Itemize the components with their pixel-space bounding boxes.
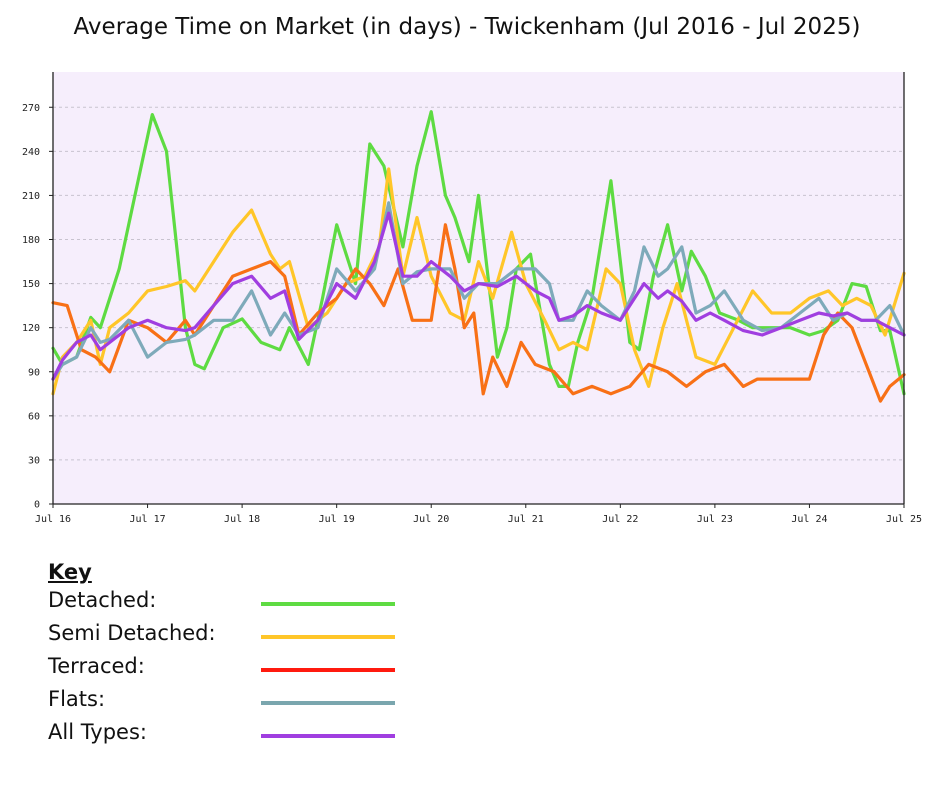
x-tick-label: Jul 18	[224, 514, 260, 525]
legend-swatch	[261, 668, 395, 672]
legend-item-semi-detached: Semi Detached:	[48, 621, 408, 654]
y-tick-label: 30	[28, 455, 40, 466]
x-tick-label: Jul 20	[413, 514, 449, 525]
y-tick-label: 120	[22, 323, 40, 334]
y-tick-labels: 0 30 60 90 120 150 180 210 240 270	[22, 103, 40, 511]
x-tick-label: Jul 23	[697, 514, 733, 525]
legend-swatch	[261, 602, 395, 606]
legend-item-detached: Detached:	[48, 588, 408, 621]
legend-item-all-types: All Types:	[48, 720, 408, 753]
legend-heading: Key	[48, 560, 92, 584]
legend-swatch	[261, 635, 395, 639]
x-tick-label: Jul 21	[508, 514, 544, 525]
x-tick-label: Jul 22	[602, 514, 638, 525]
axes	[52, 72, 905, 505]
legend-label: Detached:	[48, 588, 157, 612]
legend-item-flats: Flats:	[48, 687, 408, 720]
legend-swatch	[261, 701, 395, 705]
x-tick-labels: Jul 16 Jul 17 Jul 18 Jul 19 Jul 20 Jul 21 Jul …	[35, 514, 922, 525]
x-tick-label: Jul 16	[35, 514, 71, 525]
x-tick-label: Jul 24	[791, 514, 827, 525]
y-tick-label: 90	[28, 367, 40, 378]
legend-label: All Types:	[48, 720, 147, 744]
y-tick-label: 0	[34, 500, 40, 511]
chart-title: Average Time on Market (in days) - Twick…	[73, 14, 861, 40]
y-tick-label: 180	[22, 235, 40, 246]
legend-label: Semi Detached:	[48, 621, 216, 645]
legend-label: Flats:	[48, 687, 106, 711]
x-tick-label: Jul 25	[886, 514, 922, 525]
legend-item-terraced: Terraced:	[48, 654, 408, 687]
legend-label: Terraced:	[48, 654, 145, 678]
y-tick-label: 210	[22, 191, 40, 202]
y-tick-label: 240	[22, 147, 40, 158]
y-tick-label: 60	[28, 411, 40, 422]
x-tick-label: Jul 19	[319, 514, 355, 525]
x-tick-label: Jul 17	[129, 514, 165, 525]
series-line-all-types	[51, 211, 906, 381]
legend-swatch	[261, 734, 395, 738]
y-tick-label: 150	[22, 279, 40, 290]
legend: Key Detached: Semi Detached: Terraced: F…	[48, 560, 408, 753]
series-lines	[51, 110, 906, 403]
y-tick-label: 270	[22, 103, 40, 114]
